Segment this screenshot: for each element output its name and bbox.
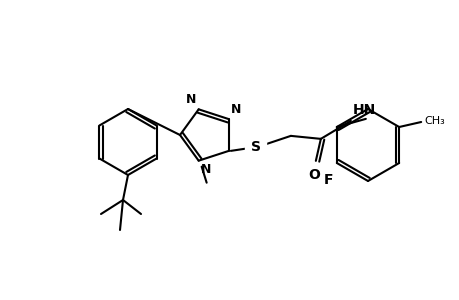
Text: N: N <box>230 103 241 116</box>
Text: O: O <box>307 168 319 182</box>
Text: N: N <box>186 93 196 106</box>
Text: N: N <box>200 163 211 176</box>
Text: HN: HN <box>352 103 375 117</box>
Text: F: F <box>324 173 333 187</box>
Text: S: S <box>250 140 260 154</box>
Text: CH₃: CH₃ <box>423 116 444 126</box>
